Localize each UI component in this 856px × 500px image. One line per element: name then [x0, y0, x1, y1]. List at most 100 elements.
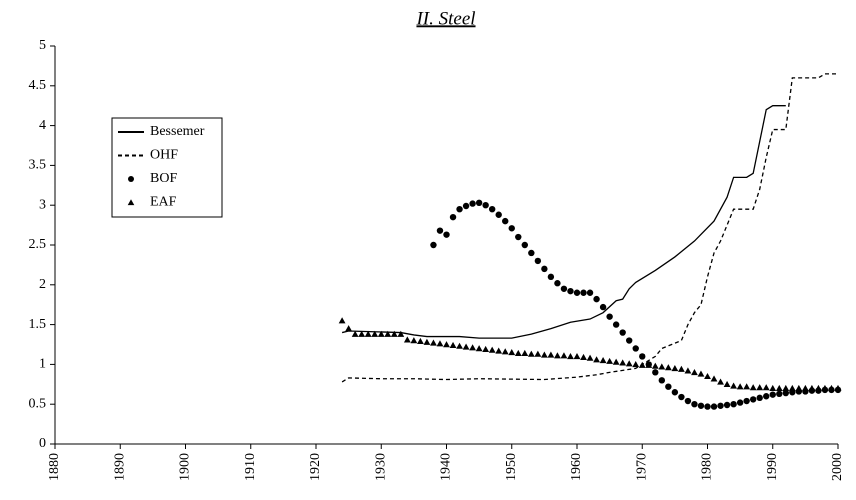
- eaf-point: [717, 378, 724, 385]
- bof-point: [639, 353, 646, 360]
- eaf-point: [514, 349, 522, 356]
- bof-point: [782, 389, 789, 397]
- eaf-point: [619, 359, 627, 366]
- eaf-point: [488, 346, 496, 353]
- bof-point: [652, 369, 659, 376]
- legend-swatch: [128, 176, 134, 182]
- y-tick-label: 4: [39, 118, 46, 133]
- series-line: [341, 105, 786, 339]
- eaf-point: [723, 380, 731, 388]
- eaf-point: [691, 368, 698, 376]
- eaf-point: [743, 383, 751, 390]
- x-tick-label: 1930: [373, 453, 388, 481]
- eaf-point: [606, 357, 614, 364]
- eaf-point: [678, 365, 685, 372]
- eaf-point: [547, 351, 555, 358]
- eaf-point: [795, 384, 803, 391]
- eaf-point: [704, 372, 711, 380]
- x-tick-label: 1890: [112, 453, 127, 481]
- bof-point: [488, 205, 496, 213]
- eaf-point: [788, 384, 796, 391]
- bof-point: [528, 249, 535, 257]
- legend-label: Bessemer: [150, 124, 205, 139]
- bof-point: [580, 289, 587, 296]
- bof-point: [619, 329, 626, 336]
- y-tick-label: 1.5: [29, 317, 47, 332]
- bof-point: [449, 213, 457, 221]
- eaf-point: [482, 345, 490, 352]
- eaf-point: [808, 384, 816, 391]
- eaf-point: [384, 330, 392, 337]
- x-tick-label: 1920: [308, 453, 323, 481]
- bof-point: [632, 345, 639, 352]
- eaf-point: [364, 330, 372, 337]
- y-tick-label: 5: [39, 38, 46, 53]
- eaf-point: [612, 358, 620, 365]
- eaf-point: [403, 336, 411, 343]
- eaf-point: [554, 352, 561, 359]
- bof-point: [586, 289, 594, 296]
- x-tick-label: 1990: [765, 453, 780, 481]
- eaf-point: [410, 337, 418, 344]
- y-tick-label: 1: [39, 357, 46, 372]
- eaf-point: [645, 361, 653, 368]
- bof-point: [743, 397, 750, 405]
- eaf-point: [821, 384, 829, 391]
- legend-label: BOF: [150, 171, 177, 186]
- eaf-point: [593, 356, 600, 363]
- bof-point: [534, 257, 542, 265]
- eaf-point: [710, 375, 718, 382]
- x-tick-label: 1960: [569, 453, 584, 481]
- y-tick-label: 0.5: [29, 396, 47, 411]
- x-tick-label: 2000: [830, 453, 845, 481]
- eaf-point: [815, 384, 822, 391]
- eaf-point: [469, 344, 476, 351]
- eaf-point: [423, 338, 431, 345]
- bof-point: [593, 295, 600, 303]
- eaf-point: [567, 353, 574, 360]
- bof-point: [554, 280, 561, 287]
- bof-point: [749, 396, 757, 403]
- eaf-point: [495, 347, 503, 354]
- series-line: [341, 73, 838, 383]
- x-tick-label: 1940: [439, 453, 454, 481]
- x-tick-label: 1970: [634, 453, 649, 481]
- eaf-point: [684, 367, 692, 374]
- eaf-point: [534, 350, 542, 357]
- bof-point: [665, 383, 672, 390]
- bof-point: [710, 403, 718, 410]
- bof-point: [462, 202, 470, 210]
- eaf-point: [769, 384, 777, 391]
- eaf-point: [599, 357, 607, 364]
- bof-point: [723, 401, 731, 409]
- eaf-point: [730, 382, 737, 389]
- eaf-point: [749, 384, 757, 391]
- eaf-point: [456, 342, 463, 349]
- eaf-point: [828, 384, 835, 391]
- eaf-point: [671, 364, 679, 372]
- eaf-point: [443, 341, 450, 348]
- legend-label: EAF: [150, 195, 177, 210]
- bof-point: [541, 265, 548, 273]
- eaf-point: [580, 353, 587, 360]
- eaf-point: [351, 330, 359, 337]
- bof-point: [495, 211, 502, 218]
- eaf-point: [658, 363, 666, 370]
- bof-point: [684, 397, 692, 405]
- legend-label: OHF: [150, 148, 178, 163]
- eaf-point: [371, 330, 379, 337]
- x-tick-label: 1950: [504, 453, 519, 481]
- bof-point: [704, 403, 711, 410]
- eaf-point: [782, 384, 790, 391]
- bof-point: [717, 402, 724, 409]
- bof-point: [502, 217, 509, 225]
- eaf-point: [377, 330, 385, 337]
- eaf-point: [638, 361, 646, 368]
- eaf-point: [736, 383, 744, 390]
- bof-point: [612, 321, 620, 328]
- bof-point: [658, 377, 666, 384]
- eaf-point: [358, 330, 366, 337]
- bof-point: [521, 241, 528, 249]
- bof-point: [730, 401, 737, 408]
